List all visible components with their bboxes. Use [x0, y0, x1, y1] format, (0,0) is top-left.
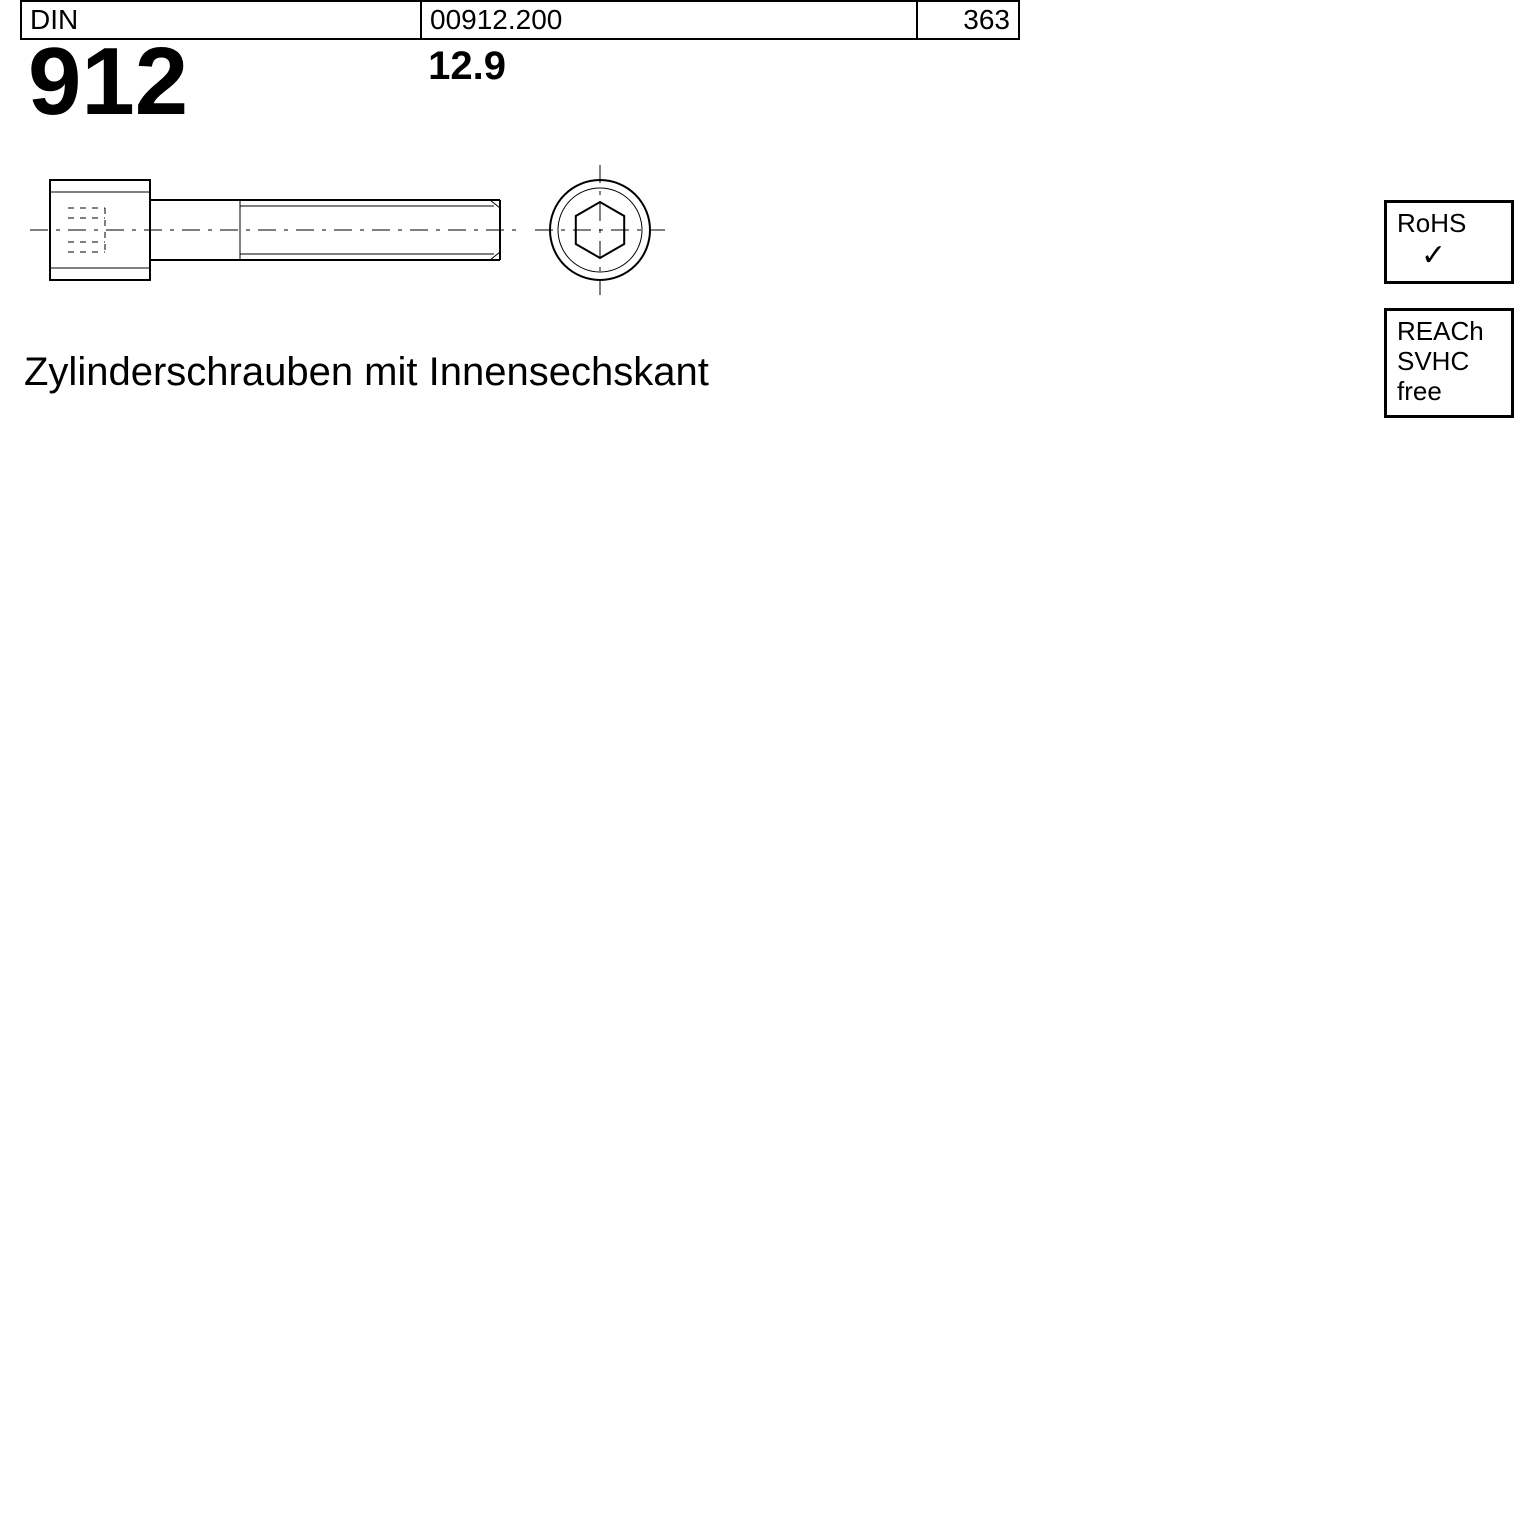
reach-line3: free — [1397, 376, 1442, 406]
rohs-label: RoHS — [1397, 208, 1466, 238]
technical-drawing — [20, 140, 1020, 340]
reach-line2: SVHC — [1397, 346, 1469, 376]
strength-grade: 12.9 — [428, 44, 506, 89]
reach-badge: REACh SVHC free — [1384, 308, 1514, 418]
din-number: 912 — [28, 34, 188, 130]
reach-line1: REACh — [1397, 316, 1484, 346]
product-name: Zylinderschrauben mit Innensechskant — [20, 350, 1020, 395]
rohs-badge: RoHS ✓ — [1384, 200, 1514, 284]
check-icon: ✓ — [1421, 239, 1446, 274]
title-row: 912 12.9 — [20, 40, 1020, 130]
screw-drawing-svg — [20, 140, 720, 320]
compliance-badges: RoHS ✓ REACh SVHC free — [1384, 200, 1514, 442]
datasheet: DIN 00912.200 363 912 12.9 Zylinderschra… — [20, 0, 1020, 395]
header-page: 363 — [918, 2, 1018, 38]
header-code: 00912.200 — [422, 2, 918, 38]
